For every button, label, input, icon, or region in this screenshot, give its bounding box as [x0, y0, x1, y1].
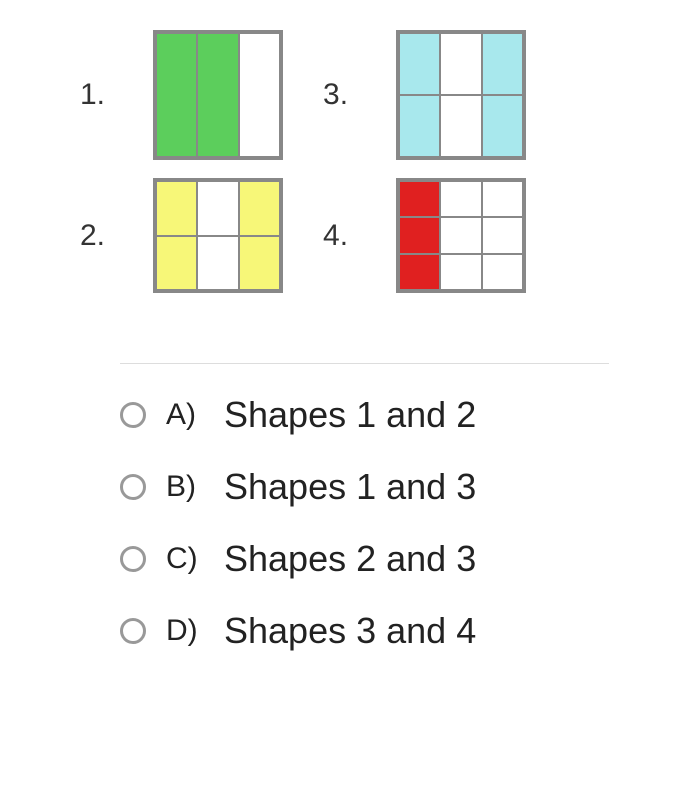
grid-cell	[399, 254, 440, 290]
shape-3-label: 3.	[323, 78, 356, 112]
answer-options: A) Shapes 1 and 2 B) Shapes 1 and 3 C) S…	[120, 363, 609, 652]
grid-cell	[440, 254, 481, 290]
grid-cell	[399, 33, 440, 95]
option-letter: A)	[166, 398, 206, 432]
shape-4	[396, 178, 526, 293]
grid-cell	[482, 33, 523, 95]
shape-2-label: 2.	[80, 219, 113, 253]
grid-cell	[239, 181, 280, 236]
grid-cell	[156, 181, 197, 236]
option-text: Shapes 1 and 3	[224, 466, 476, 508]
grid-cell	[399, 181, 440, 217]
grid-cell	[197, 181, 238, 236]
grid-cell	[482, 181, 523, 217]
grid-cell	[197, 33, 238, 157]
radio-icon[interactable]	[120, 618, 146, 644]
grid-cell	[399, 217, 440, 253]
radio-icon[interactable]	[120, 474, 146, 500]
shapes-grid: 1. 3. 2. 4.	[20, 20, 669, 303]
shape-3	[396, 30, 526, 160]
option-text: Shapes 2 and 3	[224, 538, 476, 580]
grid-cell	[482, 254, 523, 290]
option-letter: B)	[166, 470, 206, 504]
grid-cell	[197, 236, 238, 291]
option-letter: C)	[166, 542, 206, 576]
grid-cell	[440, 33, 481, 95]
shape-1	[153, 30, 283, 160]
radio-icon[interactable]	[120, 402, 146, 428]
option-b[interactable]: B) Shapes 1 and 3	[120, 466, 609, 508]
grid-cell	[482, 95, 523, 157]
grid-cell	[482, 217, 523, 253]
option-text: Shapes 3 and 4	[224, 610, 476, 652]
option-text: Shapes 1 and 2	[224, 394, 476, 436]
grid-cell	[239, 236, 280, 291]
shape-2	[153, 178, 283, 293]
option-a[interactable]: A) Shapes 1 and 2	[120, 394, 609, 436]
grid-cell	[156, 33, 197, 157]
grid-cell	[440, 95, 481, 157]
grid-cell	[156, 236, 197, 291]
grid-cell	[399, 95, 440, 157]
radio-icon[interactable]	[120, 546, 146, 572]
shape-1-label: 1.	[80, 78, 113, 112]
grid-cell	[440, 181, 481, 217]
option-c[interactable]: C) Shapes 2 and 3	[120, 538, 609, 580]
shape-4-label: 4.	[323, 219, 356, 253]
grid-cell	[239, 33, 280, 157]
option-d[interactable]: D) Shapes 3 and 4	[120, 610, 609, 652]
grid-cell	[440, 217, 481, 253]
option-letter: D)	[166, 614, 206, 648]
